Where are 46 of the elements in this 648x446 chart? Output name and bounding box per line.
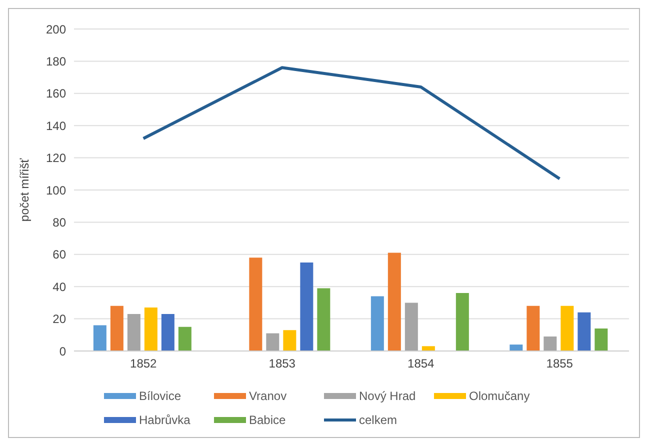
x-tick-label: 1853 <box>268 356 296 371</box>
y-tick-label: 80 <box>52 215 66 230</box>
bar <box>456 293 469 351</box>
y-tick-label: 140 <box>46 118 66 133</box>
bar <box>370 296 384 351</box>
bar <box>178 326 192 351</box>
x-tick-label: 1855 <box>546 356 574 371</box>
legend-label: Bílovice <box>139 389 182 403</box>
y-tick-label: 100 <box>46 183 66 198</box>
y-tick-label: 0 <box>59 344 66 358</box>
bar <box>144 308 158 351</box>
bar <box>300 262 314 351</box>
y-tick-label: 20 <box>52 312 66 326</box>
y-axis-title: počet mířišť <box>17 158 32 222</box>
bar <box>560 306 574 351</box>
bar <box>283 330 296 351</box>
legend-label: Olomučany <box>469 389 530 403</box>
bar <box>110 306 124 351</box>
y-tick-label: 60 <box>52 248 66 262</box>
legend-label: Babice <box>249 413 286 427</box>
y-tick-label: 160 <box>46 86 66 101</box>
bar <box>544 336 557 351</box>
bar <box>404 302 418 351</box>
bar <box>127 314 140 351</box>
bar <box>510 344 523 351</box>
bar <box>249 258 262 351</box>
bar <box>388 252 401 351</box>
bar <box>93 325 106 351</box>
bar <box>578 312 591 351</box>
legend-label: Habrůvka <box>139 413 190 427</box>
y-tick-label: 40 <box>52 280 66 294</box>
x-tick-label: 1854 <box>408 356 435 371</box>
y-tick-label: 120 <box>46 151 66 166</box>
legend-label: celkem <box>359 413 398 427</box>
y-tick-label: 200 <box>46 22 66 36</box>
legend-label: Nový Hrad <box>359 389 416 403</box>
y-tick-label: 180 <box>46 54 66 68</box>
bar <box>594 328 608 351</box>
bar <box>161 314 174 351</box>
line-series <box>142 66 562 180</box>
legend-label: Vranov <box>249 389 287 403</box>
bar <box>526 306 540 351</box>
bar <box>317 288 330 351</box>
bar <box>422 346 435 351</box>
x-tick-label: 1852 <box>130 356 158 371</box>
bar <box>266 333 280 351</box>
